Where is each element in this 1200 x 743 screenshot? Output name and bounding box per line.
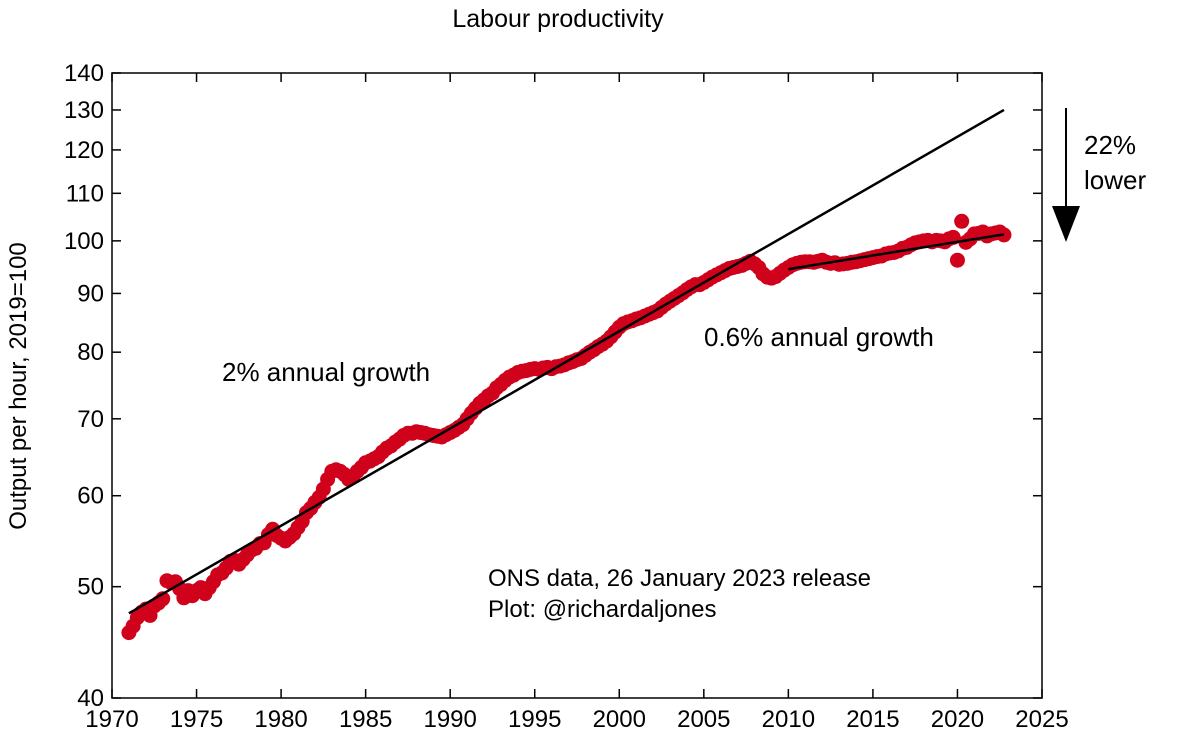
x-tick-label: 2000 — [593, 706, 646, 733]
x-tick-label: 2015 — [846, 706, 899, 733]
y-tick-label: 50 — [77, 574, 104, 601]
x-tick-label: 1990 — [423, 706, 476, 733]
source-note: ONS data, 26 January 2023 release — [488, 565, 871, 592]
y-tick-label: 130 — [64, 97, 104, 124]
trend-lines — [128, 108, 1005, 615]
y-tick-label: 90 — [77, 280, 104, 307]
trend-label-long-run: 2% annual growth — [222, 357, 430, 387]
chart-title: Labour productivity — [452, 5, 664, 33]
x-tick-label: 2010 — [762, 706, 815, 733]
gap-label-percent: 22% — [1084, 130, 1136, 160]
y-tick-label: 140 — [64, 60, 104, 87]
y-tick-label: 100 — [64, 228, 104, 255]
y-tick-label: 40 — [77, 685, 104, 712]
gap-label-lower: lower — [1084, 165, 1146, 195]
data-point — [949, 252, 965, 268]
x-tick-label: 1980 — [254, 706, 307, 733]
y-tick-label: 60 — [77, 483, 104, 510]
y-tick-label: 110 — [66, 180, 104, 207]
x-tick-label: 1975 — [170, 706, 223, 733]
x-tick-label: 1970 — [85, 706, 138, 733]
gap-arrow-group: 22% lower — [1052, 108, 1146, 242]
x-tick-label: 2025 — [1015, 706, 1068, 733]
y-axis-label-group: Output per hour, 2019=100 — [5, 242, 32, 530]
axis-ticks: 1970 1975 1980 1985 1990 1995 2000 2005 2010 2015… — [64, 60, 1069, 733]
x-tick-label: 1995 — [508, 706, 561, 733]
trend-label-recent: 0.6% annual growth — [704, 322, 934, 352]
x-tick-label: 1985 — [339, 706, 392, 733]
y-tick-label: 120 — [64, 137, 104, 164]
y-tick-label: 70 — [77, 406, 104, 433]
x-tick-label: 2020 — [931, 706, 984, 733]
y-axis-label: Output per hour, 2019=100 — [5, 242, 32, 530]
plot-frame — [111, 72, 1043, 699]
trend-line — [128, 108, 1005, 615]
plot-credit: Plot: @richardaljones — [488, 596, 716, 623]
data-point — [954, 213, 970, 229]
trend-line — [788, 233, 1005, 271]
y-tick-label: 80 — [77, 339, 104, 366]
gap-arrow-head — [1052, 206, 1080, 242]
x-tick-label: 2005 — [677, 706, 730, 733]
